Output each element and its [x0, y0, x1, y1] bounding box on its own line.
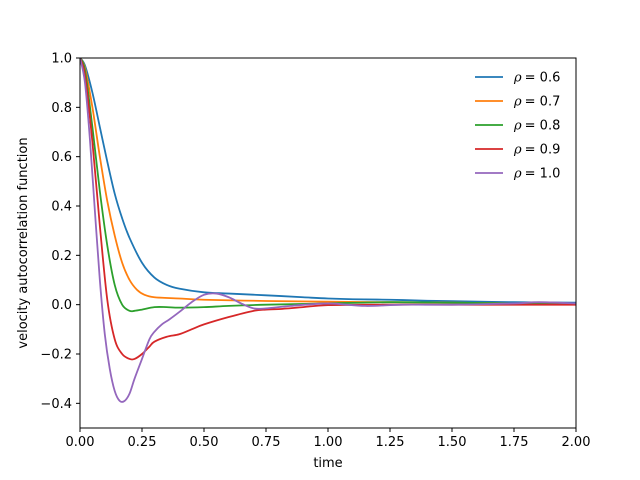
series-line-3 [80, 58, 576, 313]
legend-value: = 0.8 [525, 119, 561, 134]
series-line-1 [80, 58, 576, 304]
series-layer [80, 58, 576, 403]
legend-label: ρ = 0.9 [513, 143, 560, 158]
legend-value: = 0.9 [525, 143, 561, 158]
legend-value: = 1.0 [525, 167, 561, 182]
y-tick-label: 0.4 [51, 200, 72, 215]
legend-label: ρ = 0.8 [513, 119, 560, 134]
y-tick-label: 0.0 [51, 298, 72, 313]
x-axis-ticks: 0.00 0.25 0.50 0.75 1.00 1.25 1.50 1.75 2.00 [66, 428, 591, 450]
y-axis-label: velocity autocorrelation function [16, 137, 31, 348]
legend-symbol: ρ [513, 119, 522, 134]
x-axis-label: time [313, 456, 342, 471]
y-axis-ticks: −0.4 −0.2 0.0 0.2 0.4 0.6 0.8 1.0 [40, 52, 80, 412]
legend-symbol: ρ [513, 167, 522, 182]
legend-label: ρ = 1.0 [513, 167, 560, 182]
y-tick-label: −0.4 [40, 397, 72, 412]
y-tick-label: −0.2 [40, 348, 72, 363]
x-tick-label: 1.00 [314, 435, 343, 450]
x-tick-label: 0.50 [190, 435, 219, 450]
legend-symbol: ρ [513, 95, 522, 110]
y-tick-label: 1.0 [51, 52, 72, 67]
y-tick-label: 0.2 [51, 249, 72, 264]
legend-label: ρ = 0.7 [513, 95, 560, 110]
y-tick-label: 0.8 [51, 101, 72, 116]
legend-value: = 0.6 [525, 71, 561, 86]
x-tick-label: 0.00 [66, 435, 95, 450]
x-tick-label: 0.75 [252, 435, 281, 450]
series-line-4 [80, 58, 576, 361]
y-tick-label: 0.6 [51, 150, 72, 165]
legend-label: ρ = 0.6 [513, 71, 560, 86]
x-tick-label: 1.25 [376, 435, 405, 450]
legend-value: = 0.7 [525, 95, 561, 110]
legend-symbol: ρ [513, 143, 522, 158]
x-tick-label: 2.00 [562, 435, 591, 450]
series-line-5 [80, 58, 576, 403]
x-tick-label: 1.50 [438, 435, 467, 450]
x-tick-label: 1.75 [500, 435, 529, 450]
x-tick-label: 0.25 [128, 435, 157, 450]
legend: ρ = 0.6ρ = 0.7ρ = 0.8ρ = 0.9ρ = 1.0 [475, 71, 560, 182]
legend-symbol: ρ [513, 71, 522, 86]
